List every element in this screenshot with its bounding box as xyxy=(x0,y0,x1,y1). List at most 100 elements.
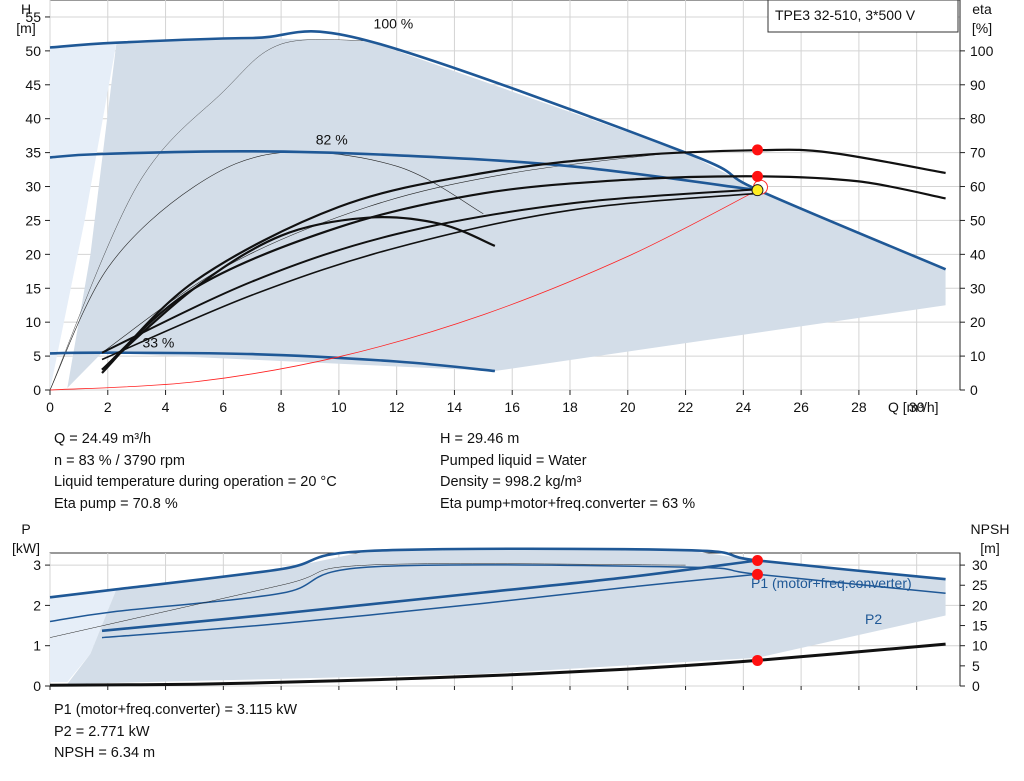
y-axis-unit: [m] xyxy=(16,20,35,36)
y2-axis-label: NPSH xyxy=(971,521,1010,537)
series-line-p1-82 xyxy=(101,559,758,633)
y2-tick-label: 5 xyxy=(972,658,980,674)
low-flow-region xyxy=(50,589,117,682)
y2-tick-label: 50 xyxy=(970,212,986,228)
series-line-eta-100 xyxy=(101,148,946,374)
info-eta-pump: Eta pump = 70.8 % xyxy=(54,495,178,512)
y2-axis-unit: [%] xyxy=(972,20,992,36)
top-axes: 0 2 4 6 8 10 12 14 16 18 20 22 24 26 28 30Q [m³/h]05101… xyxy=(16,0,994,415)
y-tick-label: 40 xyxy=(25,111,41,127)
info-right: H = 29.46 m Pumped liquid = Water Densit… xyxy=(440,429,695,515)
info-liquid-temp: Liquid temperature during operation = 20… xyxy=(54,474,337,490)
operating-point-duty xyxy=(751,184,764,197)
y2-tick-label: 30 xyxy=(972,557,988,573)
y-tick-label: 2 xyxy=(33,597,41,613)
y2-tick-label: 60 xyxy=(970,179,986,195)
y-tick-label: 3 xyxy=(33,557,41,573)
curve-label: 100 % xyxy=(374,15,414,31)
x-tick-label: 8 xyxy=(277,399,285,415)
y-tick-label: 50 xyxy=(25,43,41,59)
y-tick-label: 45 xyxy=(25,77,41,93)
y2-tick-label: 25 xyxy=(972,577,988,593)
y2-tick-label: 20 xyxy=(972,597,988,613)
info-npsh: NPSH = 6.34 m xyxy=(54,745,156,761)
y2-tick-label: 0 xyxy=(972,678,980,694)
x-tick-label: 24 xyxy=(736,399,752,415)
x-tick-label: 10 xyxy=(331,399,347,415)
info-p2: P2 = 2.771 kW xyxy=(54,723,150,740)
operating-point-red xyxy=(751,170,763,182)
bottom-operating-points xyxy=(751,554,763,666)
thin-boundary-line xyxy=(49,39,368,391)
series-line-system-curve xyxy=(49,189,758,391)
low-flow-region xyxy=(50,42,117,390)
y2-tick-label: 10 xyxy=(970,348,986,364)
x-tick-label: 4 xyxy=(162,399,170,415)
x-tick-label: 30 xyxy=(909,399,925,415)
x-tick-label: 22 xyxy=(678,399,694,415)
legend-label-p2: P2 xyxy=(865,611,882,627)
x-tick-label: 18 xyxy=(562,399,578,415)
y2-tick-label: 80 xyxy=(970,111,986,127)
chart-title: TPE3 32-510, 3*500 V xyxy=(775,7,916,23)
y-axis-label: P xyxy=(21,521,30,537)
y-tick-label: 0 xyxy=(33,382,41,398)
y2-tick-label: 40 xyxy=(970,246,986,262)
y-tick-label: 5 xyxy=(33,348,41,364)
info-density: Density = 998.2 kg/m³ xyxy=(440,474,582,490)
y2-axis-label: eta xyxy=(972,1,992,17)
head-efficiency-chart: 100 %82 %33 % 0 2 4 6 8 10 12 14 16 18 20 22 24 26 28 3… xyxy=(16,0,994,415)
info-head: H = 29.46 m xyxy=(440,431,520,447)
top-operating-points xyxy=(751,144,768,197)
series-line-eta-extra xyxy=(101,192,758,361)
x-tick-label: 14 xyxy=(447,399,463,415)
y-tick-label: 30 xyxy=(25,179,41,195)
y-tick-label: 55 xyxy=(25,9,41,25)
power-npsh-chart: P1 (motor+freq.converter) P2 0 1 2 3 P [kW] 0 5 1… xyxy=(12,521,1009,694)
x-tick-label: 6 xyxy=(219,399,227,415)
y-tick-label: 10 xyxy=(25,314,41,330)
curve-label: 82 % xyxy=(316,131,348,147)
info-p1: P1 (motor+freq.converter) = 3.115 kW xyxy=(54,702,298,718)
operating-point-red xyxy=(751,554,763,566)
x-tick-label: 26 xyxy=(793,399,809,415)
y-axis-unit: [kW] xyxy=(12,540,40,556)
info-pumped-liquid: Pumped liquid = Water xyxy=(440,452,587,469)
x-tick-label: 28 xyxy=(851,399,867,415)
y2-tick-label: 10 xyxy=(972,638,988,654)
x-tick-label: 20 xyxy=(620,399,636,415)
y2-tick-label: 15 xyxy=(972,618,988,634)
series-line-p2-82 xyxy=(101,573,758,639)
y2-tick-label: 70 xyxy=(970,145,986,161)
y2-tick-label: 0 xyxy=(970,382,978,398)
info-speed: n = 83 % / 3790 rpm xyxy=(54,452,185,469)
curve-label: 33 % xyxy=(142,334,174,350)
legend-label-p1: P1 (motor+freq.converter) xyxy=(751,575,912,591)
series-line-head-82 xyxy=(49,149,758,192)
operating-point-red xyxy=(751,568,763,580)
x-axis-label: Q [m³/h] xyxy=(888,399,939,415)
y2-tick-label: 20 xyxy=(970,314,986,330)
thin-boundary-line xyxy=(49,151,484,391)
y-tick-label: 35 xyxy=(25,145,41,161)
info-flow: Q = 24.49 m³/h xyxy=(54,431,152,447)
series-line-head-33 xyxy=(49,351,496,373)
x-tick-label: 0 xyxy=(46,399,54,415)
series-line-eta-82 xyxy=(101,175,946,371)
bottom-axes: 0 1 2 3 P [kW] 0 5 10 15 20 25 30 NPSH [m] xyxy=(12,521,1009,694)
operating-point-red xyxy=(751,144,763,156)
info-eta-total: Eta pump+motor+freq.converter = 63 % xyxy=(440,495,696,512)
y2-tick-label: 90 xyxy=(970,77,986,93)
x-tick-label: 16 xyxy=(504,399,520,415)
thin-boundary-line xyxy=(49,563,686,638)
y2-tick-label: 100 xyxy=(970,43,994,59)
y2-axis-unit: [m] xyxy=(980,540,999,556)
y-tick-label: 0 xyxy=(33,678,41,694)
x-tick-label: 12 xyxy=(389,399,405,415)
y-tick-label: 1 xyxy=(33,638,41,654)
y2-tick-label: 30 xyxy=(970,280,986,296)
info-left: Q = 24.49 m³/h n = 83 % / 3790 rpm Liqui… xyxy=(54,429,337,515)
y-tick-label: 25 xyxy=(25,212,41,228)
thin-boundary-line xyxy=(101,151,686,353)
